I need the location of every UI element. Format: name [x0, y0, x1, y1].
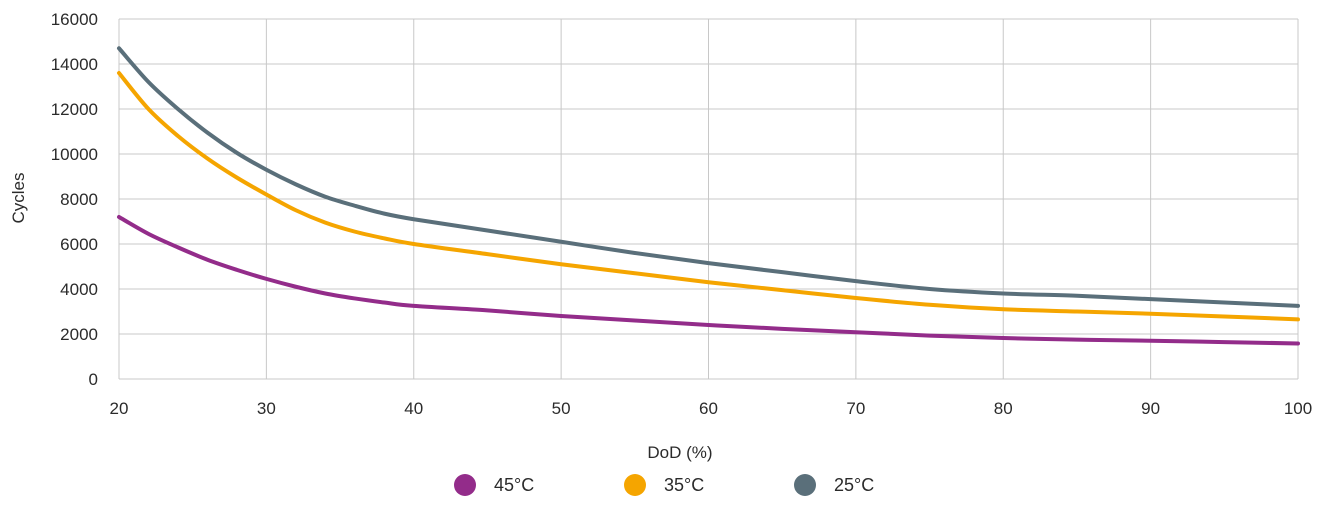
series-line-3: [117, 46, 1300, 308]
legend-swatch: [794, 474, 816, 496]
x-tick-label: 40: [404, 399, 423, 418]
y-tick-label: 2000: [60, 325, 98, 344]
x-tick-label: 20: [110, 399, 129, 418]
y-tick-label: 0: [89, 370, 98, 389]
y-axis-ticks: 0 2000 4000 6000 8000 10000 12000 14000 16000: [51, 10, 98, 389]
y-tick-label: 6000: [60, 235, 98, 254]
x-tick-label: 80: [994, 399, 1013, 418]
legend-label: 45°C: [494, 475, 534, 495]
y-tick-label: 14000: [51, 55, 98, 74]
x-tick-label: 50: [552, 399, 571, 418]
grid-layer: [118, 18, 1299, 380]
y-tick-label: 8000: [60, 190, 98, 209]
x-tick-label: 70: [846, 399, 865, 418]
legend: 45°C 35°C 25°C: [454, 474, 874, 496]
legend-label: 25°C: [834, 475, 874, 495]
x-tick-label: 90: [1141, 399, 1160, 418]
y-tick-label: 4000: [60, 280, 98, 299]
legend-label: 35°C: [664, 475, 704, 495]
legend-swatch: [454, 474, 476, 496]
x-axis-ticks: 20 30 40 50 60 70 80 90 100: [110, 399, 1313, 418]
y-tick-label: 16000: [51, 10, 98, 29]
y-tick-label: 12000: [51, 100, 98, 119]
series-line-1: [117, 215, 1300, 346]
series-line-2: [117, 71, 1300, 322]
x-tick-label: 60: [699, 399, 718, 418]
y-tick-label: 10000: [51, 145, 98, 164]
legend-swatch: [624, 474, 646, 496]
y-axis-title: Cycles: [9, 172, 28, 223]
x-tick-label: 100: [1284, 399, 1312, 418]
lines-layer: [117, 46, 1300, 346]
x-axis-title: DoD (%): [647, 443, 712, 462]
x-tick-label: 30: [257, 399, 276, 418]
